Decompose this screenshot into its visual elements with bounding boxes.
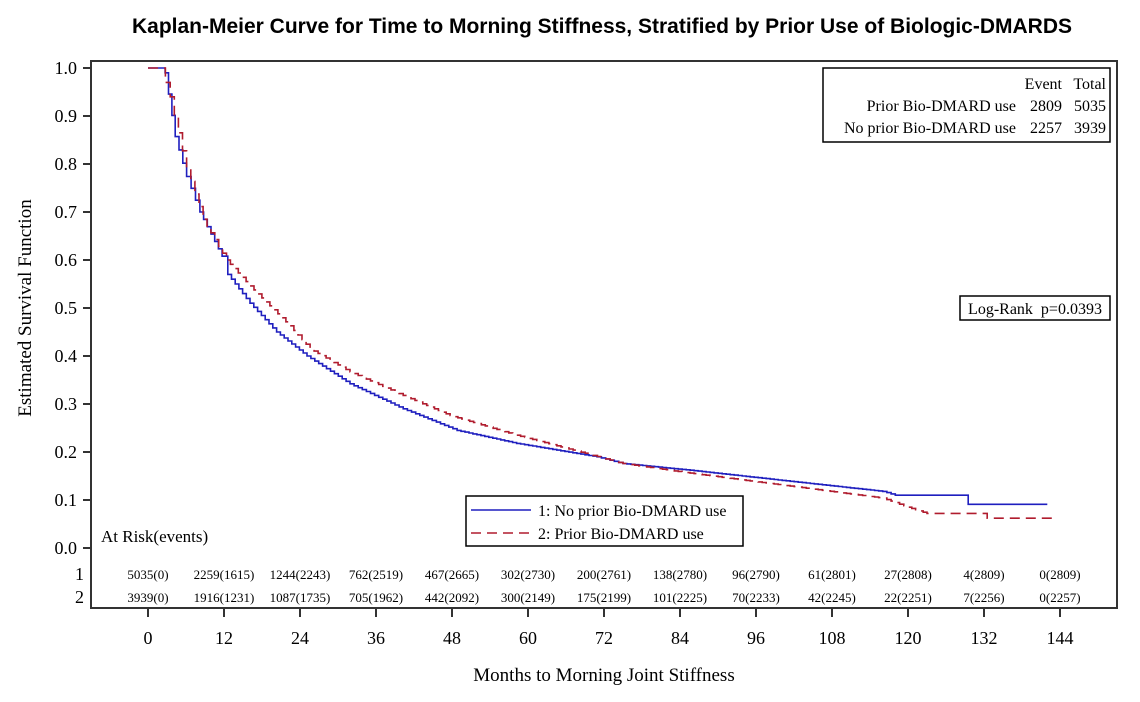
survival-curve-series-2 [148,67,1054,519]
at-risk-label: At Risk(events) [101,527,208,546]
at-risk-value: 5035(0) [127,567,168,582]
y-tick-label: 0.1 [55,490,78,510]
x-tick-label: 84 [671,628,689,648]
at-risk-value: 3939(0) [127,590,168,605]
y-tick-label: 0.6 [55,250,78,270]
y-tick-label: 0.4 [55,346,78,366]
event-table-row-total: 3939 [1074,120,1106,137]
y-tick-label: 0.0 [55,538,78,558]
at-risk-value: 2259(1615) [194,567,255,582]
x-tick-label: 120 [895,628,922,648]
x-tick-label: 12 [215,628,233,648]
y-tick-label: 0.3 [55,394,78,414]
at-risk-value: 1087(1735) [270,590,331,605]
survival-curves [148,67,1054,519]
at-risk-value: 22(2251) [884,590,932,605]
y-tick-label: 0.7 [55,202,78,222]
event-table-row-event: 2809 [1030,98,1062,115]
event-table-row-label: Prior Bio-DMARD use [867,98,1016,115]
event-table-row-event: 2257 [1030,120,1062,137]
at-risk-value: 442(2092) [425,590,479,605]
y-axis: 0.0 0.1 0.2 0.3 0.4 0.5 0.6 0.7 0.8 0.9 1.0 [55,58,91,558]
x-tick-label: 144 [1047,628,1074,648]
x-tick-label: 96 [747,628,765,648]
y-tick-label: 0.8 [55,154,78,174]
x-tick-label: 132 [971,628,998,648]
at-risk-value: 61(2801) [808,567,856,582]
at-risk-value: 300(2149) [501,590,555,605]
at-risk-value: 200(2761) [577,567,631,582]
event-table-header-total: Total [1073,76,1106,93]
x-tick-label: 36 [367,628,385,648]
at-risk-value: 762(2519) [349,567,403,582]
chart-title: Kaplan-Meier Curve for Time to Morning S… [132,15,1072,38]
x-tick-label: 24 [291,628,309,648]
y-tick-label: 0.2 [55,442,78,462]
at-risk-value: 1244(2243) [270,567,331,582]
x-tick-label: 72 [595,628,613,648]
log-rank-text: Log-Rank p=0.0393 [968,301,1102,318]
at-risk-value: 70(2233) [732,590,780,605]
at-risk-value: 101(2225) [653,590,707,605]
at-risk-value: 0(2257) [1039,590,1080,605]
at-risk-table: 1 5035(0) 2259(1615) 1244(2243) 762(2519) 467… [75,564,1081,607]
event-table-row-label: No prior Bio-DMARD use [844,120,1016,137]
x-tick-label: 108 [819,628,846,648]
legend-label-series-1: 1: No prior Bio-DMARD use [538,503,726,520]
legend-box [465,495,744,547]
at-risk-value: 138(2780) [653,567,707,582]
at-risk-value: 175(2199) [577,590,631,605]
y-axis-label: Estimated Survival Function [15,199,36,417]
legend: 1: No prior Bio-DMARD use 2: Prior Bio-D… [465,495,744,547]
survival-curve-series-1 [148,67,1048,506]
at-risk-value: 302(2730) [501,567,555,582]
event-table: Event Total Prior Bio-DMARD use 2809 503… [822,67,1111,143]
at-risk-value: 705(1962) [349,590,403,605]
at-risk-value: 0(2809) [1039,567,1080,582]
at-risk-row-label: 1 [75,564,84,584]
y-tick-label: 0.5 [55,298,78,318]
x-tick-label: 60 [519,628,537,648]
x-tick-label: 0 [144,628,153,648]
event-table-header-event: Event [1025,76,1063,93]
at-risk-value: 27(2808) [884,567,932,582]
y-tick-label: 1.0 [55,58,78,78]
x-tick-label: 48 [443,628,461,648]
at-risk-value: 1916(1231) [194,590,255,605]
legend-label-series-2: 2: Prior Bio-DMARD use [538,526,704,543]
at-risk-value: 467(2665) [425,567,479,582]
at-risk-row-label: 2 [75,587,84,607]
log-rank-box [959,295,1111,321]
at-risk-value: 7(2256) [963,590,1004,605]
at-risk-value: 42(2245) [808,590,856,605]
log-rank-annotation: Log-Rank p=0.0393 [959,295,1111,321]
event-table-row-total: 5035 [1074,98,1106,115]
x-axis: 0 12 24 36 48 60 72 84 96 108 120 132 144 [144,608,1074,648]
event-table-box [822,67,1111,143]
at-risk-value: 96(2790) [732,567,780,582]
at-risk-value: 4(2809) [963,567,1004,582]
y-tick-label: 0.9 [55,106,78,126]
x-axis-label: Months to Morning Joint Stiffness [473,665,734,686]
